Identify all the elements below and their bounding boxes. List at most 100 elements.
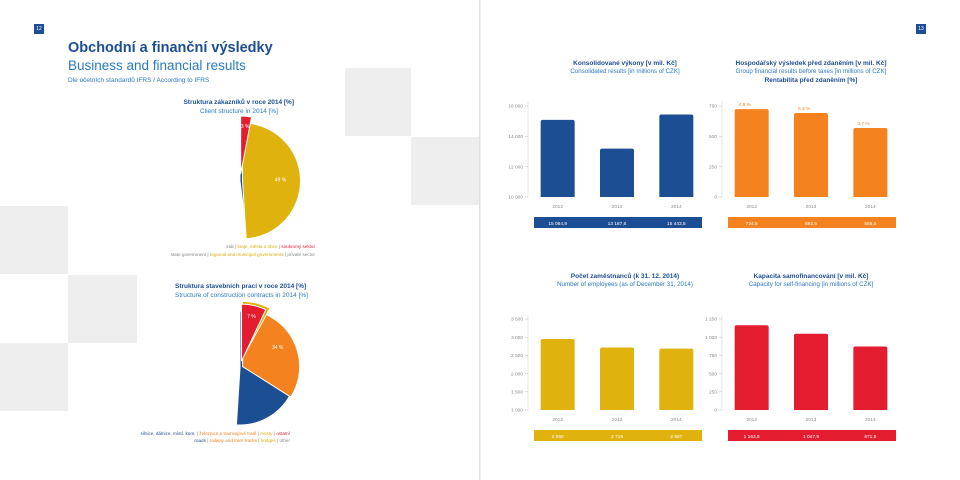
bar-value-label: 692,5 [805,221,817,227]
pie-slice [241,122,301,240]
bar [540,119,575,197]
y-tick-label: 750 [709,353,717,359]
x-tick-label: 2012 [746,204,757,210]
page-title-en: Business and financial results [68,58,246,73]
pie-slice [240,115,253,175]
page-title: Obchodní a finanční výsledky [68,40,273,56]
bar-value-label: 15 443,5 [667,221,686,227]
bar-value-label: 569,0 [864,221,876,227]
bar [853,346,888,410]
construction-legend-cz: silnice, dálnice, místí. kom. | železnic… [140,431,290,436]
y-tick-label: 3 500 [511,317,523,323]
pie-slice-label: 34 % [272,345,284,351]
selffin-chart-title: Kapacita samofinancování [v mil. Kč] Cap… [748,273,874,288]
client-legend-en: state government | regional and municipa… [170,252,315,257]
x-tick-label: 2012 [746,417,757,423]
value-strip [728,430,896,441]
y-tick-label: 3 000 [511,335,523,341]
y-tick-label: 0 [714,408,717,414]
bar-value-label: 2 950 [552,434,564,440]
bar [794,333,828,410]
client-structure-title: Struktura zákazníků v roce 2014 [%] [183,99,294,106]
bar-value-label: 15 084,9 [548,221,567,227]
bar [659,348,694,410]
bar [600,148,634,197]
page-number-left: 12 [34,24,44,34]
bar [600,347,634,410]
y-tick-label: 750 [709,104,717,110]
x-tick-label: 2014 [865,417,876,423]
left-page: 12 Obchodní a finanční výsledky Business… [0,24,480,443]
decor-square [0,206,68,274]
y-tick-label: 1 500 [511,390,523,396]
bar-value-label: 2 718 [611,434,623,440]
page-subtitle: Dle účetních standardů IFRS / According … [68,77,210,84]
pie-slice [241,303,267,362]
bar [540,339,575,410]
bar [794,112,828,197]
revenue-bar-chart: 10 000 12 000 14 000 16 000 2012 15 084,9 2013… [508,102,702,228]
x-tick-label: 2014 [865,204,876,210]
client-structure-subtitle: Client structure in 2014 [%] [199,108,278,115]
pie-slice-label: 3 % [241,124,250,130]
x-tick-label: 2013 [806,417,817,423]
construction-legend-en: roads | railway and tram tracks | bridge… [194,438,290,443]
book-spine [479,0,481,480]
x-tick-label: 2014 [671,417,682,423]
employees-chart-title: Počet zaměstnanců (k 31. 12. 2014) Numbe… [557,273,693,288]
y-tick-label: 1 000 [511,408,523,414]
y-tick-label: 16 000 [508,104,523,110]
bar-value-label: 1 047,9 [803,434,819,440]
right-page: 13 Konsolidované výkony [v mil. Kč] Cons… [480,0,960,480]
client-structure-pie: 48 %49 %3 % [239,115,301,240]
x-tick-label: 2013 [612,417,623,423]
x-tick-label: 2014 [671,204,682,210]
construction-structure-subtitle: Structure of construction contracts in 2… [175,292,308,299]
selffin-bar-chart: 0 250 500 750 1 000 1 250 2012 1 163,8 2013 1 047… [705,315,896,441]
bar-value-label: 2 687 [670,434,682,440]
y-tick-label: 10 000 [508,195,523,201]
bar-annotation: 4,8 % [739,102,752,108]
y-tick-label: 2 000 [511,371,523,377]
bar-value-label: 1 163,8 [744,434,760,440]
x-tick-label: 2013 [806,204,817,210]
decor-square [345,68,411,136]
bar [659,114,694,197]
y-tick-label: 0 [714,195,717,201]
employees-bar-chart: 1 000 1 500 2 000 2 500 3 000 3 500 2012 2 950 2… [511,315,702,441]
x-tick-label: 2013 [612,204,623,210]
bar-value-label: 724,5 [746,221,758,227]
y-tick-label: 2 500 [511,353,523,359]
y-tick-label: 500 [709,134,717,140]
client-legend-cz: stát | kraje, města a obce | soukromý se… [226,244,315,249]
x-tick-label: 2012 [552,417,563,423]
value-strip [728,217,896,228]
y-tick-label: 1 250 [705,317,717,323]
value-strip [534,430,702,441]
value-strip [534,217,702,228]
y-tick-label: 12 000 [508,164,523,170]
decor-square [0,343,68,411]
construction-structure-pie: 51 %34 %8 %7 % [235,300,301,426]
bar-value-label: 871,5 [864,434,876,440]
ebt-chart-title: Hospodářský výsledek před zdaněním [v mi… [735,60,887,84]
x-tick-label: 2012 [552,204,563,210]
y-tick-label: 14 000 [508,134,523,140]
bar [734,325,769,410]
construction-structure-title: Struktura stavebních prací v roce 2014 [… [175,283,307,290]
y-tick-label: 500 [709,371,717,377]
bar-annotation: 3,7 % [857,121,870,127]
pie-slice-label: 7 % [247,314,256,320]
ebt-bar-chart: 0 250 500 750 4,8 % 2012 724,5 5,3 % 2013 692,5 3,… [709,102,896,228]
decor-square [68,275,137,343]
y-tick-label: 250 [709,390,717,396]
revenue-chart-title: Konsolidované výkony [v mil. Kč] Consoli… [570,60,680,75]
bar-annotation: 5,3 % [798,106,811,112]
y-tick-label: 250 [709,164,717,170]
pie-slice-label: 49 % [275,178,287,184]
page-number-right: 13 [916,24,926,34]
bar-value-label: 13 187,6 [608,221,627,227]
decor-square [411,137,480,205]
bar [853,127,888,197]
bar [734,109,769,197]
